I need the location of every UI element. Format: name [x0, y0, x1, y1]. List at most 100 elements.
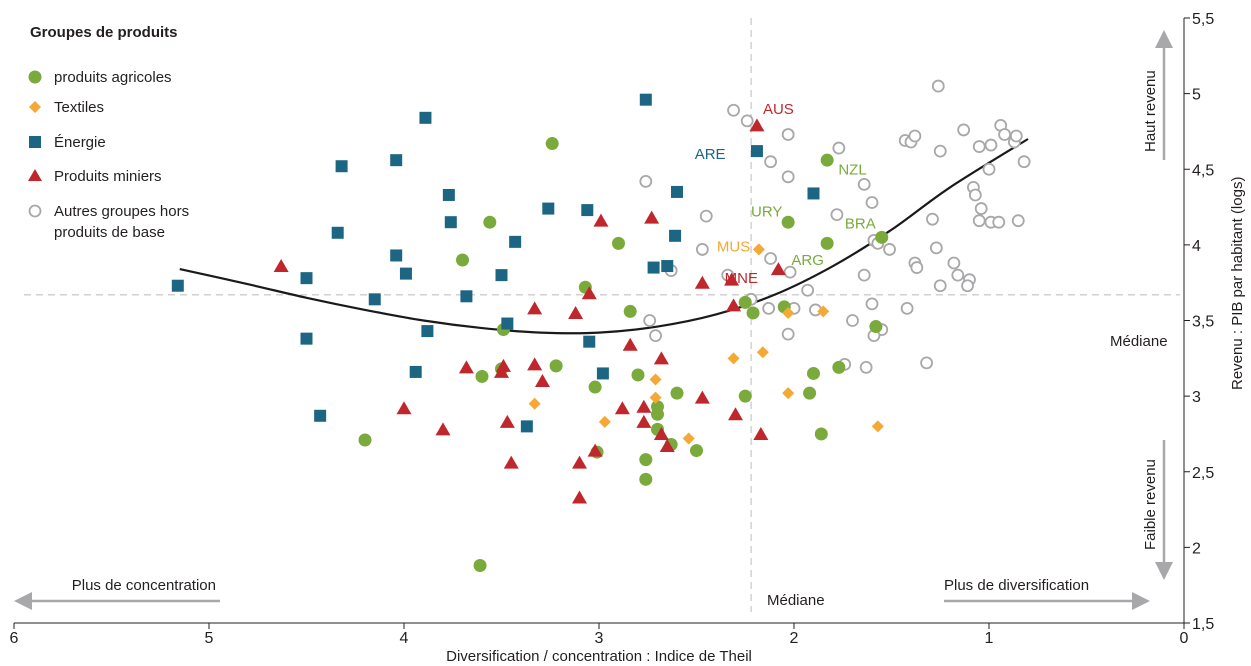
- point-agri: [807, 366, 820, 380]
- point-energy: [368, 293, 381, 306]
- point-mining: [728, 407, 743, 421]
- point-mining: [653, 426, 669, 440]
- point-agri: [545, 137, 559, 151]
- point-textile: [871, 420, 884, 433]
- legend-label-other-line1: Autres groupes hors: [54, 203, 189, 220]
- point-textile: [756, 346, 769, 359]
- point-other: [781, 128, 795, 141]
- point-mining: [614, 401, 630, 415]
- point-other: [926, 212, 939, 226]
- point-energy: [335, 160, 348, 173]
- point-other: [951, 268, 965, 282]
- right-arrow-head: [1132, 592, 1150, 610]
- point-mining: [636, 414, 652, 428]
- point-energy: [807, 187, 820, 200]
- point-textile: [782, 306, 795, 319]
- point-agri: [670, 386, 684, 400]
- point-mining: [622, 337, 638, 351]
- point-other: [961, 279, 974, 293]
- point-other: [643, 314, 657, 327]
- legend-item-textile: Textiles: [29, 99, 104, 116]
- country-label-bra: BRA: [845, 216, 876, 233]
- bottom-arrow-head: [1155, 562, 1173, 580]
- point-energy: [300, 332, 313, 345]
- y-axis-title: Revenu : PIB par habitant (logs): [1229, 177, 1246, 390]
- point-mining: [396, 401, 412, 415]
- point-agri: [612, 236, 625, 250]
- point-mining: [435, 422, 451, 436]
- point-textile: [782, 387, 795, 400]
- median-x-label: Médiane: [767, 592, 825, 609]
- point-energy: [509, 235, 522, 248]
- series-agri: [358, 137, 889, 573]
- point-other: [931, 79, 945, 93]
- point-agri: [473, 559, 487, 573]
- y-tick-label: 5: [1192, 87, 1201, 104]
- point-textile: [682, 432, 695, 445]
- point-energy: [581, 204, 594, 217]
- country-label-aus: AUS: [763, 101, 794, 118]
- point-agri: [549, 359, 563, 373]
- point-other: [649, 329, 662, 343]
- point-other: [908, 129, 922, 143]
- point-mining: [694, 390, 710, 404]
- legend-label-agri: produits agricoles: [54, 69, 172, 86]
- point-other: [900, 301, 914, 315]
- point-energy: [331, 226, 344, 239]
- point-agri: [358, 433, 372, 447]
- point-energy: [495, 269, 508, 282]
- direction-arrows: Plus de concentration Plus de diversific…: [14, 30, 1173, 610]
- median-lines: [24, 18, 1180, 612]
- x-tick-label: 4: [400, 630, 409, 647]
- point-energy: [390, 249, 403, 262]
- point-agri: [483, 215, 497, 229]
- legend-item-energy: Énergie: [29, 134, 106, 151]
- point-other: [1017, 155, 1031, 169]
- point-other: [972, 214, 986, 228]
- y-tick-label: 4,5: [1192, 162, 1214, 179]
- point-agri: [738, 389, 752, 403]
- point-other: [974, 202, 988, 215]
- point-textile: [752, 243, 765, 256]
- legend-label-textile: Textiles: [54, 99, 104, 116]
- point-other: [695, 243, 709, 256]
- legend-marker-textile: [29, 101, 41, 113]
- point-agri: [803, 386, 817, 400]
- point-other: [1011, 214, 1025, 228]
- point-energy: [647, 261, 660, 274]
- point-other: [929, 241, 943, 255]
- country-label-arg: ARG: [791, 252, 824, 269]
- point-other: [933, 279, 947, 293]
- point-energy: [399, 267, 412, 280]
- point-other: [740, 114, 754, 128]
- point-energy: [171, 279, 184, 292]
- point-mining: [494, 364, 509, 378]
- point-agri: [639, 472, 653, 486]
- point-energy: [520, 420, 533, 433]
- y-tick-label: 2: [1192, 540, 1201, 557]
- point-other: [865, 297, 879, 311]
- point-other: [982, 162, 996, 176]
- point-energy: [669, 229, 682, 242]
- point-other: [783, 265, 797, 279]
- legend-label-energy: Énergie: [54, 134, 106, 151]
- point-mining: [527, 301, 543, 315]
- point-other: [857, 268, 871, 282]
- y-tick-label: 3: [1192, 389, 1201, 406]
- point-agri: [623, 304, 637, 318]
- x-axis-title: Diversification / concentration : Indice…: [446, 648, 752, 665]
- bottom-arrow-label: Faible revenu: [1142, 459, 1159, 550]
- x-tick-label: 1: [985, 630, 994, 647]
- point-textile: [649, 373, 662, 386]
- point-other: [781, 170, 795, 184]
- right-arrow-label: Plus de diversification: [944, 577, 1089, 594]
- top-arrow-label: Haut revenu: [1142, 70, 1159, 152]
- point-mining: [726, 298, 742, 312]
- point-energy: [583, 335, 596, 348]
- axes: 6 5 4 3 2 1 0 1,5 2 2,5 3 3,5 4 4,5 5 5,5 Diversificat…: [10, 11, 1246, 665]
- point-energy: [314, 409, 327, 422]
- point-energy: [409, 365, 422, 378]
- y-axis-ticks: 1,5 2 2,5 3 3,5 4 4,5 5 5,5: [1184, 11, 1214, 633]
- point-other: [859, 360, 873, 374]
- point-agri: [820, 236, 834, 250]
